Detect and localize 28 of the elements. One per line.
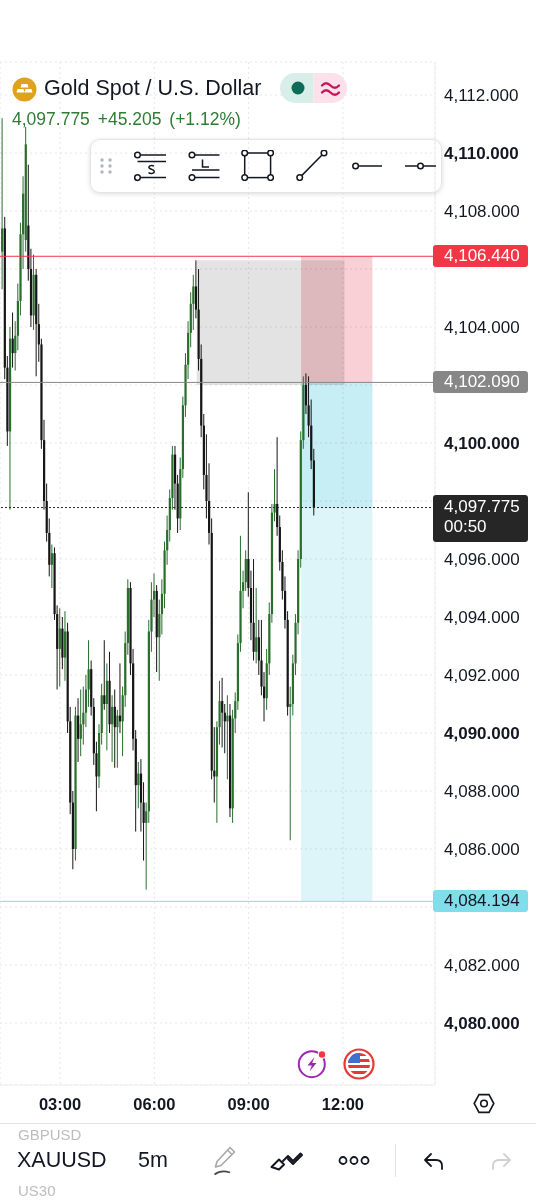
y-tick-label: 4,110.000 [444,144,519,164]
text: 5m [138,1148,168,1173]
x-tick-label: 06:00 [133,1094,176,1113]
y-tick-label: 4,108.000 [444,202,520,222]
ref-line-label: 4,106.440 [444,246,521,267]
x-tick-label: 12:00 [321,1094,365,1113]
text: 00:50 [444,516,488,537]
y-tick-label: 4,088.000 [444,781,520,801]
text: GBPUSD [18,1126,82,1143]
ref-line-label: 4,097.775 [444,496,521,517]
y-tick-label: 4,080.000 [444,1013,520,1033]
text: XAUUSD [17,1148,107,1173]
y-tick-label: 4,086.000 [444,839,520,859]
y-tick-label: 4,092.000 [444,665,520,685]
x-tick-label: 09:00 [227,1094,270,1113]
text: US30 [18,1182,56,1199]
x-tick-label: 03:00 [38,1094,82,1113]
y-tick-label: 4,104.000 [444,318,520,338]
y-tick-label: 4,100.000 [444,434,520,454]
text: Gold Spot / U.S. Dollar [44,75,262,101]
text: 4,097.775 +45.205 (+1.12%) [12,108,241,130]
ref-line-label: 4,102.090 [444,372,521,393]
y-tick-label: 4,096.000 [444,550,520,569]
ref-line-label: 4,084.194 [444,891,521,912]
y-tick-label: 4,090.000 [444,723,520,743]
y-tick-label: 4,094.000 [444,607,520,627]
y-tick-label: 4,112.000 [444,86,519,106]
y-tick-label: 4,082.000 [444,955,520,975]
